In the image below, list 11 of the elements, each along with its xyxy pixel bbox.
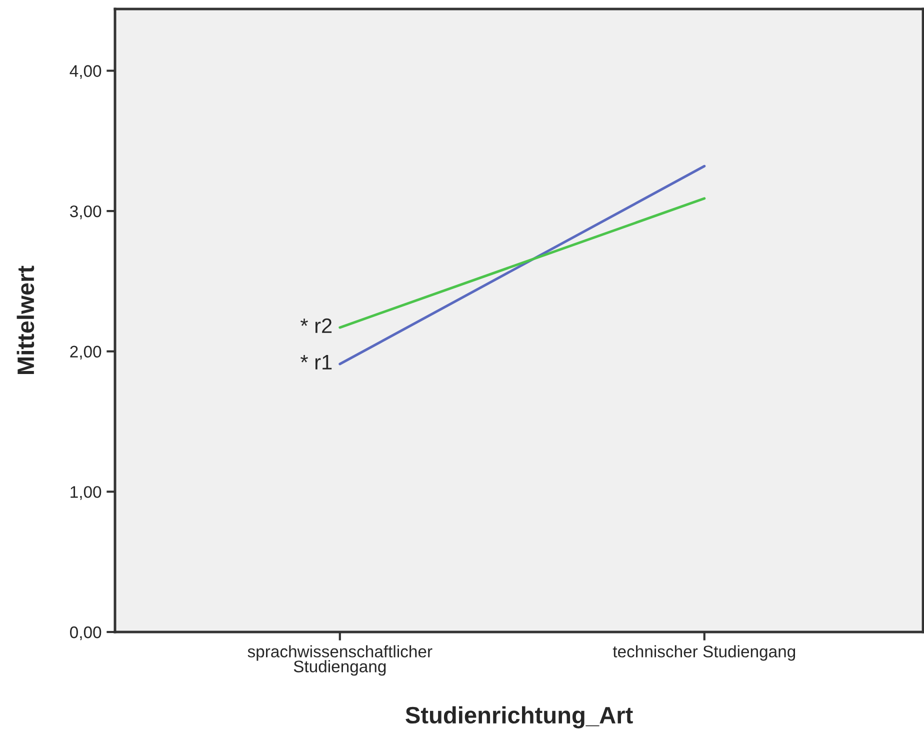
x-tick-label: sprachwissenschaftlicher Studiengang [248, 645, 432, 676]
series-label: * r1 [300, 355, 332, 370]
series-label: * r2 [300, 318, 332, 333]
y-tick-label: 4,00 [70, 65, 102, 79]
y-tick-label: 0,00 [70, 626, 102, 640]
y-tick-label: 1,00 [70, 486, 102, 500]
x-tick-label: technischer Studiengang [612, 645, 796, 661]
x-axis-title: Studienrichtung_Art [406, 706, 633, 728]
y-tick-label: 3,00 [70, 205, 102, 220]
y-tick-label: 2,00 [70, 346, 102, 360]
y-axis-title: Mittelwert [16, 266, 34, 374]
